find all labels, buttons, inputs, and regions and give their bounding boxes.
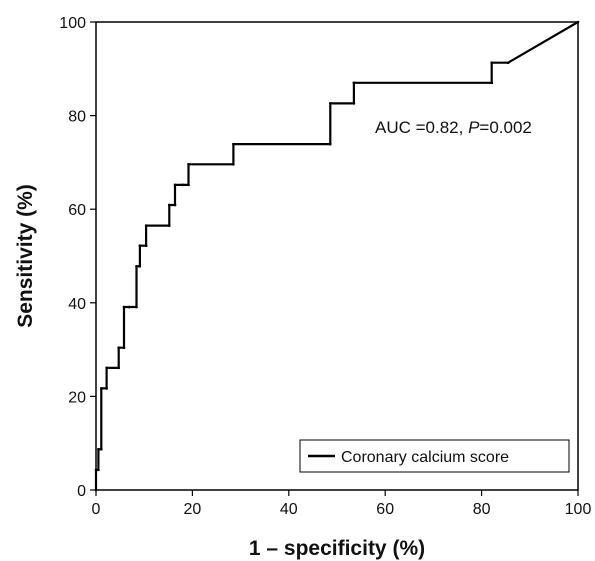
roc-point-21	[167, 203, 171, 207]
y-tick-label-3: 60	[68, 202, 86, 219]
x-tick-label-3: 60	[376, 501, 394, 518]
roc-point-8	[117, 366, 120, 370]
y-tick-label-4: 80	[68, 109, 86, 126]
roc-point-36	[506, 61, 510, 65]
y-tick-label-0: 0	[77, 483, 86, 500]
roc-point-16	[138, 264, 142, 268]
roc-point-37	[576, 20, 580, 24]
roc-point-33	[352, 81, 356, 85]
roc-point-18	[144, 244, 148, 248]
curve-markers	[94, 20, 580, 492]
roc-point-13	[127, 305, 131, 309]
x-tick-label-2: 40	[280, 501, 298, 518]
legend: Coronary calcium score	[299, 439, 570, 473]
legend-label: Coronary calcium score	[341, 449, 509, 466]
roc-point-9	[117, 346, 120, 350]
x-tick-label-4: 80	[473, 501, 491, 518]
plot-area	[95, 21, 579, 491]
roc-point-3	[97, 447, 100, 451]
roc-point-10	[122, 346, 126, 350]
roc-point-30	[328, 142, 332, 146]
roc-point-6	[105, 387, 108, 390]
x-tick-label-1: 20	[184, 501, 202, 518]
roc-point-35	[490, 61, 494, 65]
roc-point-7	[105, 366, 108, 370]
axis-ticks: 0 20 40 60 80 100 0 20 40 60 80 100	[59, 15, 591, 518]
y-tick-label-1: 20	[68, 389, 86, 406]
y-axis-title: Sensitivity (%)	[14, 184, 37, 328]
x-tick-label-0: 0	[92, 501, 101, 518]
roc-point-0	[94, 488, 98, 492]
roc-point-15	[135, 264, 138, 268]
roc-point-29	[232, 142, 235, 146]
roc-point-26	[187, 183, 190, 187]
roc-point-28	[232, 162, 235, 166]
roc-point-2	[97, 468, 100, 472]
roc-point-20	[167, 224, 171, 227]
roc-point-32	[352, 102, 356, 105]
roc-point-31	[328, 102, 332, 105]
x-axis-title: 1 – specificity (%)	[249, 537, 425, 560]
roc-point-22	[173, 203, 177, 207]
y-tick-label-2: 40	[68, 296, 86, 313]
roc-point-23	[173, 183, 177, 187]
roc-point-19	[144, 224, 148, 227]
roc-point-25	[181, 183, 185, 187]
roc-point-14	[135, 305, 138, 309]
roc-point-11	[122, 305, 126, 309]
roc-point-1	[94, 468, 98, 472]
roc-point-17	[138, 244, 142, 248]
y-tick-label-5: 100	[59, 15, 86, 32]
roc-point-34	[490, 81, 494, 85]
x-tick-label-5: 100	[565, 501, 592, 518]
roc-point-5	[100, 387, 103, 390]
roc-point-4	[100, 447, 103, 451]
legend-box	[299, 439, 570, 473]
auc-annotation: AUC =0.82, P=0.002	[375, 118, 532, 137]
roc-point-27	[187, 162, 190, 166]
